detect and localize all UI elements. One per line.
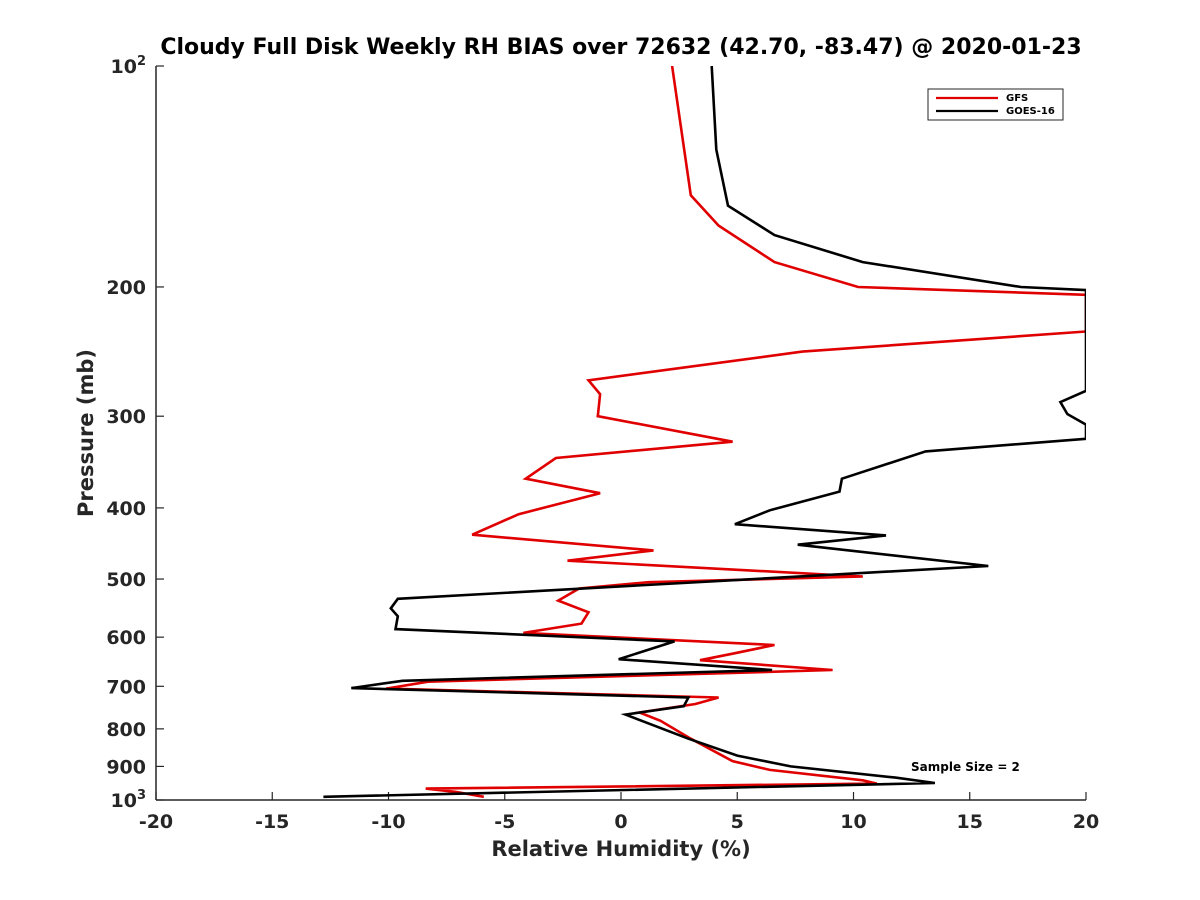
y-tick-label: 800 bbox=[106, 719, 146, 741]
sample-size-annotation: Sample Size = 2 bbox=[911, 760, 1020, 774]
x-tick-label: -20 bbox=[139, 811, 173, 833]
y-axis-label: Pressure (mb) bbox=[74, 349, 98, 517]
y-tick-label: 300 bbox=[106, 406, 146, 428]
legend: GFS GOES-16 bbox=[927, 88, 1064, 121]
chart-title: Cloudy Full Disk Weekly RH BIAS over 726… bbox=[160, 35, 1081, 60]
y-tick-label: 700 bbox=[106, 676, 146, 698]
y-tick-label: 200 bbox=[106, 277, 146, 299]
legend-label-goes-16: GOES-16 bbox=[1006, 106, 1055, 117]
y-tick-label: 500 bbox=[106, 569, 146, 591]
plot-area bbox=[156, 66, 1086, 800]
series-line-gfs bbox=[385, 66, 1086, 799]
x-tick-label: -15 bbox=[255, 811, 289, 833]
y-tick-label: 400 bbox=[106, 498, 146, 520]
x-tick-label: 0 bbox=[614, 811, 627, 833]
x-tick-label: 10 bbox=[840, 811, 866, 833]
y-tick-label: 900 bbox=[106, 756, 146, 778]
x-axis-ticks: -20 -15 -10 -5 0 5 10 15 20 bbox=[139, 792, 1099, 833]
legend-label-gfs: GFS bbox=[1006, 93, 1028, 104]
series-line-goes-16 bbox=[323, 66, 1086, 799]
x-tick-label: -5 bbox=[494, 811, 515, 833]
x-tick-label: 5 bbox=[731, 811, 744, 833]
y-tick-label: 600 bbox=[106, 627, 146, 649]
x-tick-label: 20 bbox=[1073, 811, 1099, 833]
x-axis-label: Relative Humidity (%) bbox=[491, 837, 750, 861]
series-layer bbox=[323, 66, 1086, 799]
legend-box bbox=[927, 88, 1064, 121]
x-tick-label: 15 bbox=[957, 811, 983, 833]
x-tick-label: -10 bbox=[371, 811, 405, 833]
